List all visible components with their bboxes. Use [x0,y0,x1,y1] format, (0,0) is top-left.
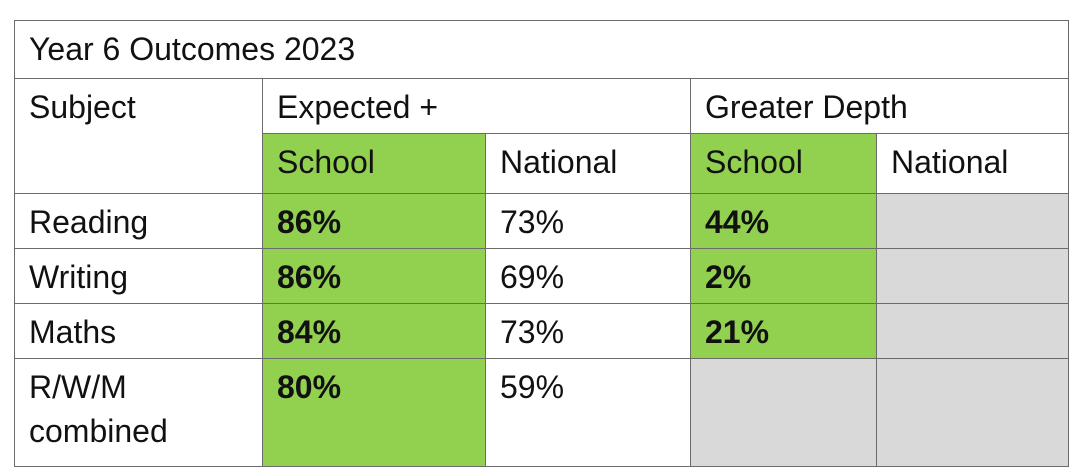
value-cell: 44% [690,193,877,249]
empty-cell [876,248,1069,304]
subject-cell: R/W/M combined [14,358,263,467]
table-title: Year 6 Outcomes 2023 [14,20,1069,79]
value-cell: 73% [485,193,691,249]
value-cell: 59% [485,358,691,467]
value-cell: 80% [262,358,486,467]
subject-cell: Writing [14,248,263,304]
empty-cell [876,358,1069,467]
value-cell: 86% [262,193,486,249]
subheader-cell: National [876,133,1069,194]
subject-cell: Maths [14,303,263,359]
value-cell: 73% [485,303,691,359]
value-cell: 21% [690,303,877,359]
empty-cell [876,303,1069,359]
header-cell: Expected + [262,78,691,134]
value-cell: 84% [262,303,486,359]
subject-cell: Reading [14,193,263,249]
subheader-cell: National [485,133,691,194]
empty-cell [690,358,877,467]
value-cell: 69% [485,248,691,304]
header-cell: Subject [14,78,263,194]
header-cell: Greater Depth [690,78,1069,134]
value-cell: 2% [690,248,877,304]
subheader-cell: School [690,133,877,194]
value-cell: 86% [262,248,486,304]
subheader-cell: School [262,133,486,194]
empty-cell [876,193,1069,249]
